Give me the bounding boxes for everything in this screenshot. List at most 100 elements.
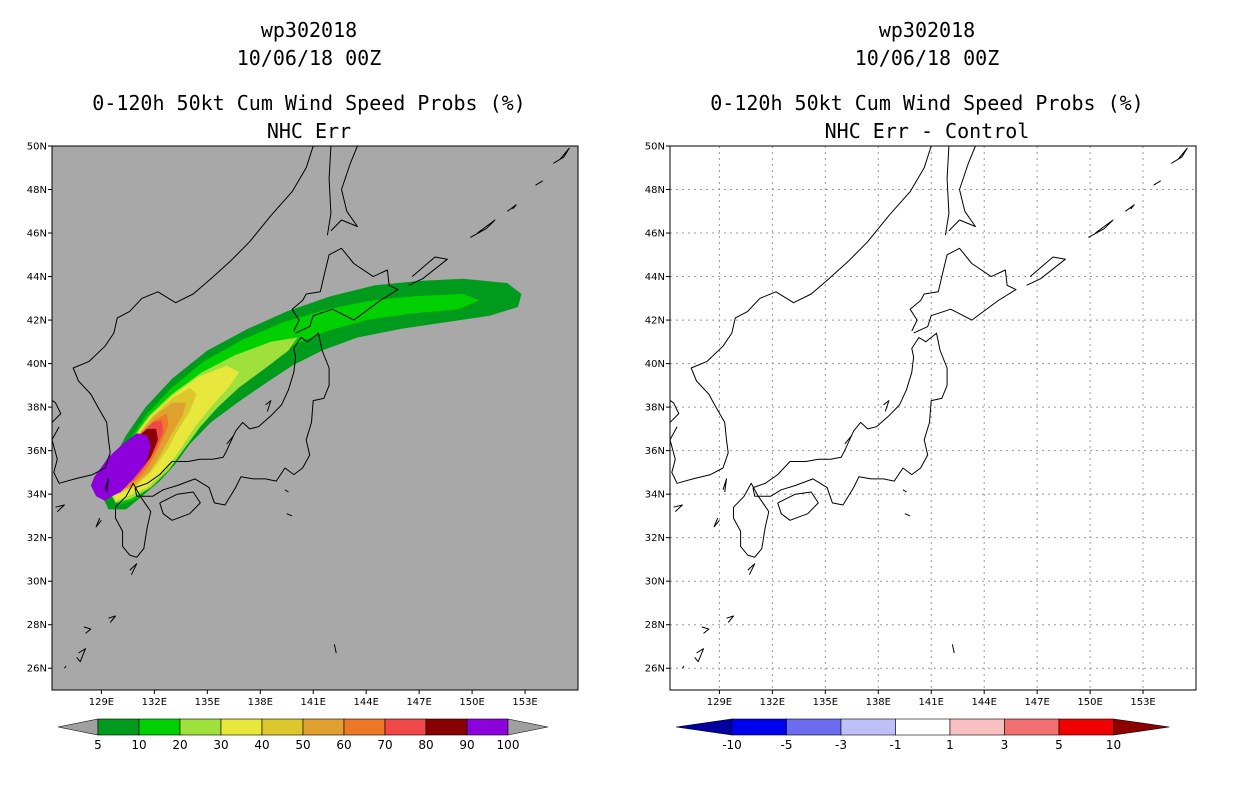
- coastline: [83, 626, 92, 634]
- coastline: [226, 435, 235, 445]
- colorbar-swatch: [384, 718, 427, 736]
- latitude-label: 46N: [645, 229, 665, 240]
- coastline: [553, 147, 570, 164]
- latitude-label: 26N: [27, 664, 47, 675]
- coastline: [670, 399, 680, 423]
- colorbar-high-arrow: [1113, 718, 1170, 736]
- coastline: [408, 256, 448, 286]
- coastline: [726, 615, 734, 623]
- colorbar-label: 90: [459, 738, 474, 752]
- colorbar-swatch: [261, 718, 304, 736]
- colorbar-label: 5: [94, 738, 102, 752]
- latitude-label: 30N: [645, 577, 665, 588]
- coastline: [1088, 219, 1114, 238]
- colorbar-label: 30: [213, 738, 228, 752]
- product-subtitle: NHC Err: [266, 119, 352, 143]
- storm-id: wp302018: [260, 18, 358, 42]
- coastline: [470, 219, 496, 238]
- colorbar-swatch: [1004, 718, 1060, 736]
- colorbar-swatch: [425, 718, 468, 736]
- coastline: [909, 247, 1017, 334]
- colorbar-swatch: [731, 718, 787, 736]
- longitude-label: 147E: [1024, 697, 1049, 708]
- coastline: [52, 146, 314, 484]
- coastline: [1125, 204, 1135, 212]
- longitude-label: 129E: [707, 697, 732, 708]
- coastline: [95, 517, 102, 528]
- colorbar-label: 20: [172, 738, 187, 752]
- longitude-label: 150E: [1077, 697, 1102, 708]
- latitude-label: 48N: [645, 185, 665, 196]
- panel-nhc-err-minus-control: wp302018 10/06/18 00Z 0-120h 50kt Cum Wi…: [618, 0, 1236, 800]
- coastline: [722, 478, 727, 493]
- longitude-label: 135E: [813, 697, 838, 708]
- latitude-label: 42N: [645, 316, 665, 327]
- coastline: [333, 644, 337, 654]
- coastline: [330, 146, 358, 232]
- coastline: [76, 648, 86, 663]
- forecast-time: 10/06/18 00Z: [854, 46, 1000, 70]
- coastline: [701, 626, 710, 634]
- coastline: [265, 400, 272, 412]
- coastline: [747, 563, 756, 575]
- coastline: [777, 491, 819, 521]
- coastline: [159, 491, 201, 521]
- latitude-label: 34N: [27, 490, 47, 501]
- coastline: [670, 146, 932, 484]
- probability-contour-90: [90, 433, 151, 501]
- coastline: [55, 504, 65, 512]
- longitude-label: 144E: [971, 697, 996, 708]
- colorbar-swatch: [97, 718, 140, 736]
- coastline: [844, 435, 853, 445]
- longitude-label: 141E: [301, 697, 326, 708]
- colorbar-label: 1: [946, 738, 954, 752]
- coastline: [733, 483, 770, 558]
- colorbar-swatch: [1058, 718, 1114, 736]
- coastline: [286, 513, 293, 517]
- latitude-label: 32N: [645, 533, 665, 544]
- coastline: [115, 483, 152, 558]
- colorbar-swatch: [786, 718, 842, 736]
- colorbar-swatch: [302, 718, 345, 736]
- map-background: [52, 146, 578, 690]
- longitude-label: 144E: [353, 697, 378, 708]
- coastline: [291, 247, 399, 334]
- latitude-label: 50N: [645, 142, 665, 153]
- longitude-label: 147E: [406, 697, 431, 708]
- colorbar-swatch: [179, 718, 222, 736]
- map-background: [670, 146, 1196, 690]
- coastline: [713, 517, 720, 528]
- coastline: [883, 400, 890, 412]
- coastline: [326, 146, 332, 236]
- colorbar-swatch: [466, 718, 509, 736]
- longitude-label: 153E: [512, 697, 537, 708]
- product-title: 0-120h 50kt Cum Wind Speed Probs (%): [710, 91, 1144, 115]
- longitude-label: 129E: [89, 697, 114, 708]
- coastline: [1153, 180, 1161, 186]
- colorbar-swatch: [949, 718, 1005, 736]
- colorbar-label: -5: [781, 738, 793, 752]
- coastline: [507, 204, 517, 212]
- colorbar-low-arrow: [57, 718, 99, 736]
- colorbar: 5 10 20 30 40 50 60 70 80 90 100: [57, 718, 549, 752]
- product-subtitle: NHC Err - Control: [824, 119, 1030, 143]
- colorbar-label: 3: [1001, 738, 1009, 752]
- coastline: [129, 563, 138, 575]
- longitude-label: 141E: [919, 697, 944, 708]
- colorbar-label: -1: [890, 738, 902, 752]
- colorbar-swatch: [220, 718, 263, 736]
- colorbar-label: 40: [254, 738, 269, 752]
- colorbar-label: 80: [418, 738, 433, 752]
- coastline: [1026, 256, 1066, 286]
- colorbar-high-arrow: [507, 718, 549, 736]
- latitude-label: 28N: [645, 620, 665, 631]
- latitude-label: 44N: [645, 272, 665, 283]
- colorbar-swatch: [895, 718, 951, 736]
- latitude-label: 36N: [27, 446, 47, 457]
- colorbar-label: 70: [377, 738, 392, 752]
- longitude-label: 135E: [195, 697, 220, 708]
- coastline: [694, 648, 704, 663]
- latitude-label: 36N: [645, 446, 665, 457]
- colorbar-label: 100: [497, 738, 520, 752]
- coastline: [944, 146, 950, 236]
